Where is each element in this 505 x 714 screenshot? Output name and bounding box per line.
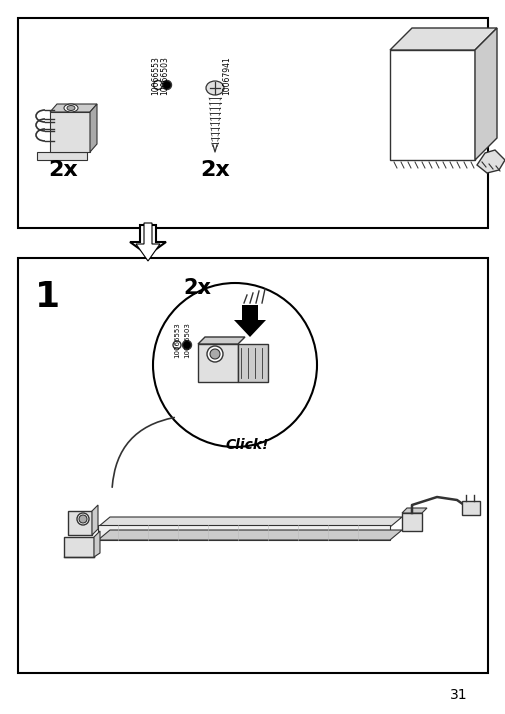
Bar (68, 511, 92, 535)
Text: 2x: 2x (48, 160, 78, 180)
Polygon shape (389, 28, 496, 50)
Text: 10066553: 10066553 (151, 56, 160, 95)
Circle shape (182, 341, 191, 349)
Circle shape (207, 346, 223, 362)
Polygon shape (94, 531, 100, 557)
Circle shape (77, 513, 89, 525)
Text: 2x: 2x (183, 278, 211, 298)
Bar (18, 258, 487, 673)
Circle shape (153, 283, 316, 447)
Bar (18, 18, 487, 228)
Polygon shape (130, 225, 166, 255)
Bar (401, 513, 421, 531)
Ellipse shape (64, 104, 78, 112)
Polygon shape (90, 104, 97, 152)
Bar (461, 501, 479, 515)
Circle shape (173, 341, 181, 349)
Bar (64, 537, 94, 557)
Polygon shape (197, 337, 244, 344)
Polygon shape (98, 517, 401, 527)
Bar (37, 152, 87, 160)
Polygon shape (476, 150, 504, 173)
Polygon shape (50, 104, 97, 112)
Ellipse shape (206, 81, 224, 95)
Bar (389, 50, 474, 160)
Ellipse shape (67, 106, 75, 111)
Text: Click!: Click! (225, 438, 268, 452)
Bar (50, 112, 90, 152)
Bar (197, 344, 237, 382)
Text: 10066553: 10066553 (174, 322, 180, 358)
Text: 31: 31 (449, 688, 467, 702)
Text: 10066503: 10066503 (160, 56, 169, 95)
Circle shape (210, 349, 220, 359)
Bar (98, 525, 389, 540)
Text: 10067941: 10067941 (222, 56, 231, 95)
Circle shape (153, 81, 162, 89)
Text: 1: 1 (35, 280, 60, 314)
Text: 2x: 2x (200, 160, 229, 180)
Bar (237, 344, 268, 382)
Polygon shape (233, 305, 266, 337)
Polygon shape (401, 508, 426, 513)
FancyArrowPatch shape (112, 418, 174, 487)
Polygon shape (136, 223, 160, 261)
Circle shape (162, 81, 171, 89)
Polygon shape (474, 28, 496, 160)
Text: 10066503: 10066503 (184, 322, 189, 358)
Polygon shape (98, 530, 401, 540)
Polygon shape (92, 505, 98, 535)
Circle shape (79, 515, 87, 523)
